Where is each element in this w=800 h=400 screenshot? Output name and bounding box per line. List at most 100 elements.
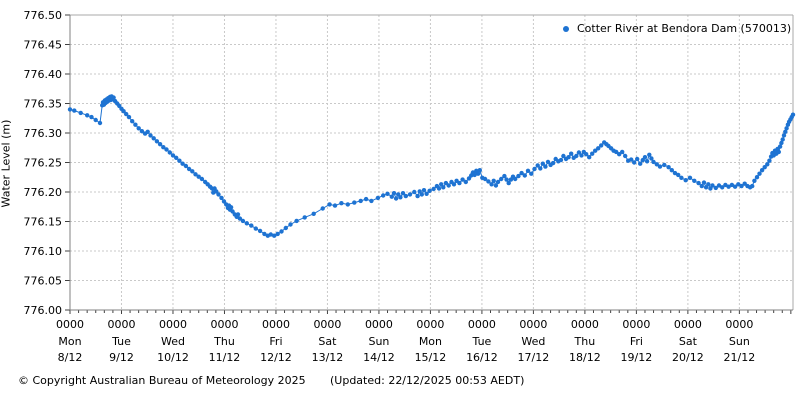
data-point: [193, 172, 198, 177]
data-point: [676, 172, 681, 178]
data-point: [398, 195, 403, 200]
data-point: [111, 95, 116, 100]
data-point: [412, 189, 417, 195]
data-point: [683, 178, 688, 183]
data-point: [529, 171, 534, 176]
y-tick-label: 776.40: [24, 68, 63, 81]
data-point: [268, 232, 273, 237]
data-point: [620, 149, 625, 155]
x-tick-label-date: 9/12: [109, 351, 134, 364]
data-point: [477, 168, 482, 173]
data-point: [739, 183, 744, 189]
data-point: [780, 137, 785, 142]
y-tick-label: 776.00: [24, 304, 63, 317]
data-point: [424, 191, 429, 196]
data-point: [85, 113, 90, 118]
data-point: [240, 218, 246, 224]
data-point: [779, 140, 784, 146]
x-tick-label-time: 0000: [107, 318, 135, 331]
data-point: [713, 185, 718, 191]
y-tick-label: 776.45: [24, 39, 63, 52]
data-point: [257, 228, 263, 234]
x-tick-label-date: 21/12: [724, 351, 756, 364]
data-point: [148, 133, 153, 138]
x-tick-label-day: Tue: [472, 335, 492, 348]
data-point: [635, 156, 640, 162]
data-point: [672, 170, 678, 176]
data-point: [121, 109, 126, 114]
data-point: [540, 161, 545, 166]
x-tick-label-date: 19/12: [621, 351, 653, 364]
data-point: [623, 153, 628, 159]
data-point: [696, 180, 701, 186]
data-point: [157, 142, 163, 147]
data-point: [294, 218, 299, 224]
data-point: [504, 177, 509, 182]
data-point: [493, 183, 499, 188]
data-point: [599, 143, 604, 148]
y-axis-title: Water Level (m): [0, 119, 13, 208]
data-point: [475, 171, 481, 176]
x-tick-label-time: 0000: [622, 318, 650, 331]
x-tick-label-day: Fri: [630, 335, 643, 348]
data-point: [124, 111, 129, 117]
x-tick-label-day: Thu: [574, 335, 596, 348]
data-point: [393, 196, 399, 201]
updated-timestamp: (Updated: 22/12/2025 00:53 AEDT): [330, 374, 525, 387]
data-point: [642, 155, 648, 160]
x-tick-label-date: 10/12: [157, 351, 189, 364]
data-point: [499, 176, 504, 182]
data-point: [545, 159, 551, 165]
data-point: [183, 163, 189, 169]
data-point: [762, 165, 767, 170]
data-point: [136, 126, 141, 131]
data-point: [644, 159, 650, 164]
data-point: [482, 176, 488, 182]
data-point: [67, 107, 73, 112]
data-point: [525, 168, 531, 173]
data-point: [415, 193, 420, 199]
data-point: [519, 170, 524, 176]
data-point: [174, 155, 179, 160]
data-point: [167, 150, 172, 155]
x-tick-label-time: 0000: [571, 318, 599, 331]
data-point: [757, 171, 762, 176]
data-point: [180, 161, 185, 166]
data-point: [190, 169, 195, 174]
data-point: [262, 231, 267, 237]
x-tick-label-date: 16/12: [466, 351, 498, 364]
data-point: [460, 177, 465, 182]
data-point: [783, 129, 788, 134]
x-tick-label-date: 14/12: [363, 351, 395, 364]
data-point: [532, 166, 537, 172]
data-point: [145, 129, 150, 134]
data-point: [699, 183, 704, 189]
data-point: [97, 120, 103, 126]
y-tick-label: 776.10: [24, 245, 63, 258]
legend-series-dot-icon: [563, 25, 569, 32]
y-tick-label: 776.50: [24, 9, 63, 22]
data-point: [692, 178, 697, 183]
x-tick-label-day: Sun: [729, 335, 750, 348]
data-point: [566, 155, 571, 160]
data-point: [729, 182, 735, 188]
y-tick-label: 776.25: [24, 157, 63, 170]
x-tick-label-date: 17/12: [518, 351, 550, 364]
data-point: [781, 133, 787, 138]
data-point: [431, 186, 436, 192]
data-point: [750, 183, 755, 189]
data-point: [199, 176, 205, 182]
data-point: [320, 206, 325, 211]
data-point: [569, 151, 574, 156]
data-point: [558, 157, 564, 163]
data-point: [579, 153, 584, 158]
data-point: [253, 226, 258, 231]
data-point: [486, 179, 491, 184]
data-point: [451, 182, 457, 187]
chart-legend: Cotter River at Bendora Dam (570013): [563, 22, 791, 35]
data-point: [584, 152, 589, 157]
data-point: [130, 119, 135, 124]
y-tick-label: 776.35: [24, 98, 63, 111]
data-point: [513, 176, 518, 182]
data-point: [502, 173, 507, 179]
